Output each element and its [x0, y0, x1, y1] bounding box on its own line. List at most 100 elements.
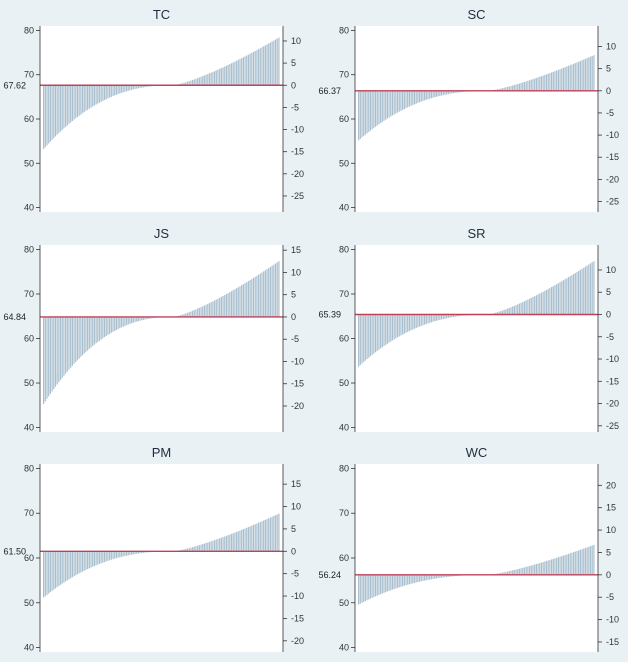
- bar: [410, 314, 412, 331]
- bar: [227, 535, 229, 552]
- bar: [120, 316, 123, 328]
- bar: [129, 85, 131, 91]
- bar: [413, 90, 416, 105]
- bar: [523, 81, 526, 91]
- bar: [278, 37, 280, 86]
- bar: [434, 90, 436, 98]
- bar: [210, 541, 212, 552]
- bar: [242, 284, 244, 317]
- bar: [520, 82, 522, 91]
- bar: [393, 90, 395, 115]
- bar: [522, 82, 524, 91]
- bar: [569, 276, 571, 315]
- bar: [246, 282, 248, 317]
- bar: [552, 71, 554, 91]
- bar: [496, 89, 499, 91]
- bar: [564, 555, 566, 575]
- bar: [452, 574, 455, 577]
- bar: [87, 316, 89, 351]
- bar: [363, 574, 365, 602]
- bar: [237, 531, 239, 552]
- bar: [68, 551, 70, 580]
- bar: [63, 316, 65, 376]
- bar: [446, 90, 448, 95]
- right-tick-label: -5: [291, 569, 299, 579]
- bar: [415, 90, 417, 104]
- bar: [185, 313, 187, 317]
- bar: [254, 50, 256, 86]
- bar: [107, 85, 109, 99]
- bar: [422, 90, 424, 102]
- bar: [380, 90, 382, 124]
- right-tick-label: 15: [291, 245, 301, 255]
- left-tick-label: 50: [24, 158, 34, 168]
- bar: [506, 86, 509, 91]
- right-tick-label: 5: [291, 58, 296, 68]
- bar: [137, 551, 140, 554]
- bar: [131, 316, 133, 324]
- bar: [368, 90, 370, 132]
- bar: [131, 85, 133, 90]
- bars: [43, 37, 280, 150]
- bar: [506, 571, 509, 575]
- bar: [385, 90, 387, 120]
- bar: [525, 566, 527, 575]
- bar: [186, 81, 189, 86]
- bar: [425, 90, 427, 100]
- bar: [181, 83, 184, 86]
- bar: [63, 551, 65, 583]
- bar: [572, 63, 575, 91]
- right-tick-label: 10: [291, 502, 301, 512]
- bar: [432, 574, 434, 579]
- bar: [268, 518, 270, 552]
- bar: [102, 316, 104, 339]
- right-tick-label: 10: [606, 265, 616, 275]
- bar: [208, 541, 211, 552]
- bar: [425, 314, 427, 325]
- bar: [222, 537, 224, 552]
- bar: [424, 314, 426, 325]
- bar: [579, 269, 581, 315]
- bar: [264, 270, 266, 317]
- bar: [522, 567, 524, 575]
- bar: [71, 85, 73, 122]
- bar: [197, 78, 199, 86]
- bar: [496, 312, 499, 315]
- bar: [403, 314, 405, 334]
- bar: [386, 314, 388, 344]
- bar: [407, 314, 409, 332]
- left-tick-label: 50: [339, 158, 349, 168]
- bar: [583, 267, 585, 315]
- left-tick-label: 40: [24, 423, 34, 433]
- bar: [278, 261, 280, 317]
- bar: [556, 70, 558, 91]
- bar: [432, 90, 434, 98]
- mean-label: 66.37: [318, 86, 341, 96]
- bar: [117, 316, 119, 330]
- bar: [547, 560, 549, 575]
- left-tick-label: 80: [339, 244, 349, 254]
- bar: [49, 85, 51, 142]
- bar: [229, 64, 231, 86]
- bar: [73, 551, 75, 577]
- bar: [454, 90, 456, 93]
- left-tick-label: 80: [24, 25, 34, 35]
- bar: [369, 90, 372, 131]
- bar: [215, 299, 217, 317]
- bar: [276, 514, 278, 552]
- bar: [197, 545, 199, 552]
- bar: [100, 316, 102, 340]
- panel-title: SC: [467, 7, 485, 22]
- bar: [415, 574, 417, 583]
- bar: [61, 316, 63, 378]
- bar: [500, 572, 502, 575]
- bar: [578, 61, 580, 91]
- bars: [358, 261, 595, 367]
- bar: [224, 295, 226, 317]
- bar: [417, 574, 419, 583]
- bar: [88, 316, 90, 349]
- bar: [530, 297, 532, 315]
- left-tick-label: 70: [339, 70, 349, 80]
- bar: [586, 547, 588, 575]
